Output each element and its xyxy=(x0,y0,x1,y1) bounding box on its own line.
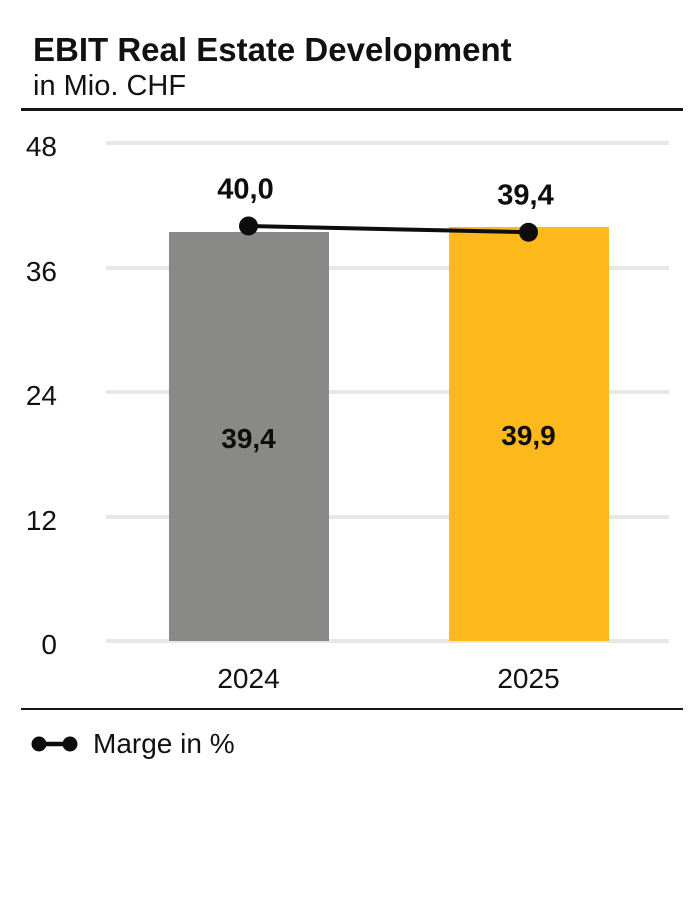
y-tick-label-24: 24 xyxy=(25,380,57,411)
line-dot-marker-icon xyxy=(31,736,78,752)
y-tick-label-0: 0 xyxy=(41,629,57,660)
chart-subtitle: in Mio. CHF xyxy=(33,70,187,102)
ebit-bar-chart: 0 12 24 36 48 39,4 2024 39,9 2025 40,0 39,4 xyxy=(25,131,669,694)
legend-label: Marge in % xyxy=(93,728,235,759)
marge-value-label-2025: 39,4 xyxy=(497,179,554,212)
y-tick-label-12: 12 xyxy=(25,504,57,536)
marge-value-label-2024: 40,0 xyxy=(217,173,274,206)
gridline-12 xyxy=(106,514,669,519)
y-tick-label-48: 48 xyxy=(25,131,57,162)
gridline-24 xyxy=(106,390,669,394)
header-divider xyxy=(21,108,683,111)
y-tick-label-36: 36 xyxy=(25,255,57,287)
bar-2025 xyxy=(448,227,609,641)
bar-2024 xyxy=(168,232,329,641)
chart-title: EBIT Real Estate Development xyxy=(33,31,512,68)
legend-divider xyxy=(21,708,683,710)
x-tick-label-2025: 2025 xyxy=(497,663,560,694)
gridline-48 xyxy=(106,141,669,145)
bar-value-label-2024: 39,4 xyxy=(221,422,276,454)
bar-value-label-2025: 39,9 xyxy=(501,420,556,452)
gridline-0 xyxy=(106,639,669,643)
legend: Marge in % xyxy=(31,729,235,759)
x-tick-label-2024: 2024 xyxy=(217,663,280,694)
gridline-36 xyxy=(106,265,669,270)
